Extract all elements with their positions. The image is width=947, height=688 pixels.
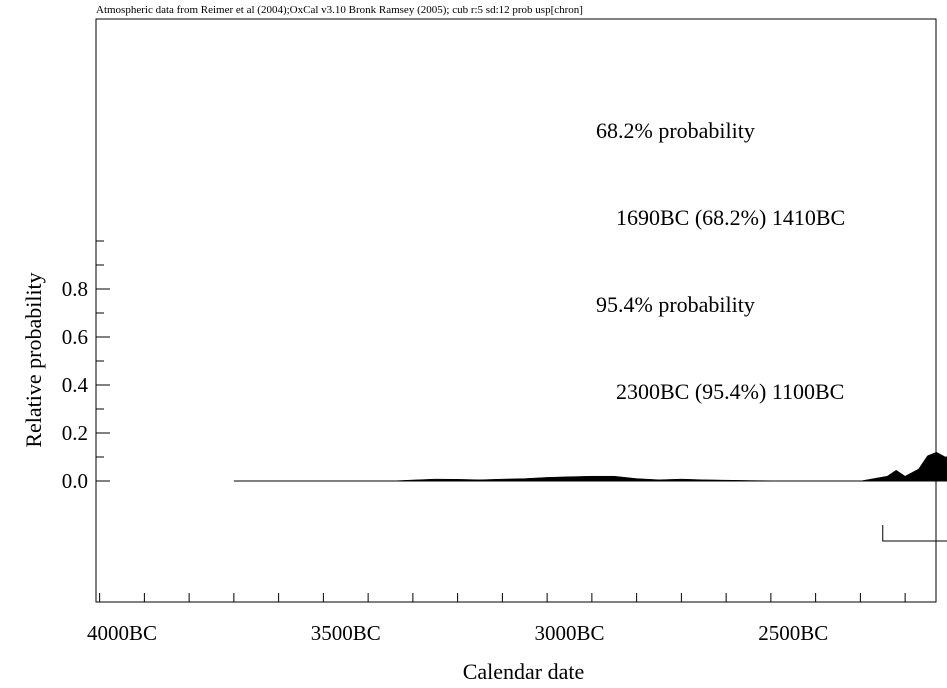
- chart-caption: Atmospheric data from Reimer et al (2004…: [96, 4, 583, 16]
- x-tick-label: 2500BC: [758, 621, 828, 645]
- plot-frame: [95, 18, 937, 603]
- x-tick-label: 4000BC: [87, 621, 157, 645]
- x-tick-label: 3000BC: [534, 621, 604, 645]
- range-bracket-95: [882, 525, 947, 542]
- y-tick-label: 0.4: [62, 373, 89, 397]
- x-axis: 4000BC3500BC3000BC2500BC2000BC1500BC1000…: [87, 593, 906, 645]
- x-tick-label: 3500BC: [311, 621, 381, 645]
- y-tick-label: 0.2: [62, 421, 88, 445]
- y-axis: 0.0 0.2 0.4 0.6 0.8: [62, 240, 110, 493]
- y-tick-label: 0.6: [62, 325, 88, 349]
- y-tick-label: 0.8: [62, 277, 88, 301]
- probability-area: [233, 451, 947, 482]
- annotation-68-range: 1690BC (68.2%) 1410BC: [616, 205, 846, 230]
- annotation-68-heading: 68.2% probability: [596, 118, 755, 143]
- y-axis-label: Relative probability: [21, 272, 46, 448]
- x-axis-label: Calendar date: [462, 659, 585, 684]
- annotation-95-range: 2300BC (95.4%) 1100BC: [616, 379, 845, 404]
- probability-annotations: 68.2% probability 1690BC (68.2%) 1410BC …: [596, 58, 845, 435]
- annotation-95-heading: 95.4% probability: [596, 292, 755, 317]
- y-tick-label: 0.0: [62, 469, 88, 493]
- range-brackets: [882, 525, 947, 542]
